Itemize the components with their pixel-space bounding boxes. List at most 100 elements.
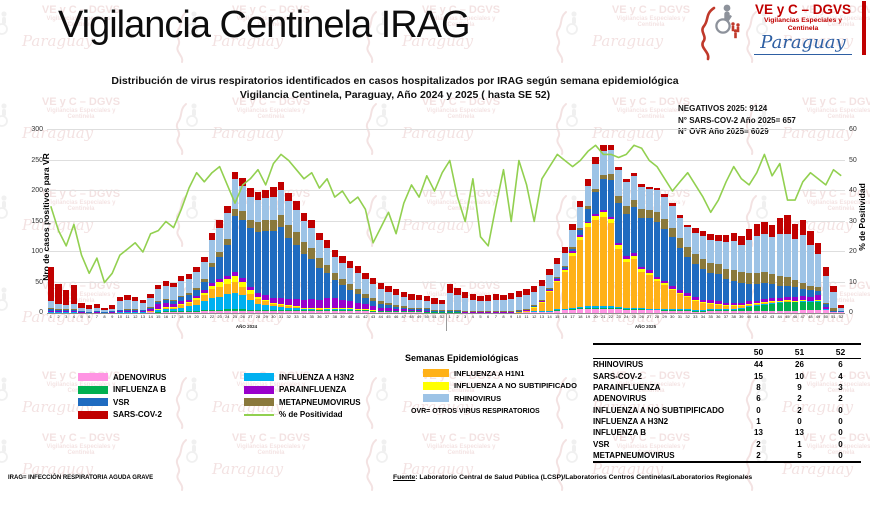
bar-segment-adenovirus <box>768 310 776 313</box>
bar-segment-influenza-a-h1n1 <box>531 307 538 312</box>
bar-segment-metapneumovirus <box>47 308 55 309</box>
table-value: 15 <box>754 371 763 381</box>
bar-segment-adenovirus <box>507 312 515 313</box>
bar-segment-sars-cov-2 <box>185 273 193 279</box>
bar-segment-vsr <box>607 180 615 217</box>
week-label: 42 <box>762 314 767 319</box>
bar-segment-adenovirus <box>400 311 407 313</box>
bar-segment-metapneumovirus <box>461 310 469 312</box>
week-label: 52 <box>439 314 445 319</box>
bar-segment-influenza-a-h3n2 <box>285 307 292 310</box>
bar-segment-adenovirus <box>147 312 154 313</box>
week-label: 35 <box>309 314 314 319</box>
bar-segment-sars-cov-2 <box>623 178 630 182</box>
bar-segment-influenza-a-h1n1 <box>277 305 285 307</box>
year-label: AÑO 2025 <box>634 324 657 329</box>
gridline <box>47 251 845 252</box>
week-label: 19 <box>585 314 591 319</box>
legend-swatch-metapneumovirus <box>244 398 274 407</box>
bar-segment-metapneumovirus <box>753 272 760 284</box>
bar-segment-influenza-a-no-subtipificado <box>653 279 661 282</box>
bar-segment-vsr <box>676 247 684 291</box>
irag-footnote: IRAG= INFECCIÓN RESPIRATORIA AGUDA GRAVE <box>8 475 154 481</box>
bar-segment-influenza-a-h1n1 <box>323 308 331 309</box>
bar-segment-vsr <box>316 267 323 300</box>
gridline <box>47 190 845 191</box>
bar-segment-metapneumovirus <box>791 280 799 288</box>
bar-segment-rhinovirus <box>377 288 384 301</box>
bar-segment-metapneumovirus <box>208 262 216 267</box>
ovr-note: OVR= OTROS VIRUS RESPIRATORIOS <box>411 407 540 415</box>
bar-segment-metapneumovirus <box>385 302 392 306</box>
bar-segment-influenza-a-h1n1 <box>653 281 661 309</box>
bar-segment-sars-cov-2 <box>346 261 354 269</box>
week-label: 10 <box>516 314 522 319</box>
bar-segment-vsr <box>415 308 423 310</box>
bar-segment-parainfluenza <box>500 311 507 313</box>
table-row: INFLUENZA A NO SUBTIPIFICADO 0 2 0 <box>593 405 861 416</box>
table-value: 0 <box>797 417 802 427</box>
bar-segment-rhinovirus <box>270 196 277 220</box>
bar-segment-adenovirus <box>277 311 285 313</box>
bar-segment-parainfluenza <box>400 309 407 312</box>
bar-segment-sars-cov-2 <box>47 267 55 301</box>
bar-segment-adenovirus <box>108 312 116 313</box>
bar-segment-influenza-a-h3n2 <box>300 308 308 310</box>
bar-segment-sars-cov-2 <box>523 289 530 296</box>
bar-segment-parainfluenza <box>62 311 70 312</box>
bar-segment-rhinovirus <box>753 236 760 273</box>
bar-segment-influenza-b <box>745 306 753 311</box>
bar-segment-influenza-a-h1n1 <box>300 308 308 309</box>
bar-segment-influenza-a-no-subtipificado <box>538 302 546 303</box>
bar-segment-vsr <box>116 309 124 312</box>
bar-segment-metapneumovirus <box>354 289 361 295</box>
bar-segment-sars-cov-2 <box>646 186 653 190</box>
bar-segment-influenza-a-h1n1 <box>730 305 737 309</box>
bar-segment-influenza-a-no-subtipificado <box>577 236 584 240</box>
bar-segment-influenza-a-h1n1 <box>155 309 162 310</box>
bar-segment-adenovirus <box>392 311 400 313</box>
bar-segment-rhinovirus <box>155 288 162 301</box>
bar-segment-influenza-a-h3n2 <box>147 311 154 313</box>
bar-segment-influenza-a-h3n2 <box>62 311 70 313</box>
table-value: 8 <box>756 382 761 392</box>
week-label: 51 <box>432 314 437 319</box>
bar-segment-influenza-b <box>607 307 615 309</box>
table-value: 6 <box>838 360 843 370</box>
bar-segment-metapneumovirus <box>492 310 500 312</box>
bar-segment-influenza-a-h3n2 <box>592 305 599 308</box>
bar-segment-vsr <box>293 245 300 299</box>
bar-segment-sars-cov-2 <box>70 284 78 304</box>
bar-segment-influenza-b <box>692 310 699 312</box>
bar-segment-metapneumovirus <box>814 287 822 292</box>
bar-segment-influenza-a-h1n1 <box>231 281 239 293</box>
week-label: 24 <box>624 314 629 319</box>
bar-segment-vsr <box>70 309 78 312</box>
bar-segment-influenza-a-h1n1 <box>523 310 530 313</box>
y-tick-right: 10 <box>849 278 857 286</box>
bar-segment-vsr <box>93 311 101 312</box>
table-value: 0 <box>838 451 843 461</box>
bar-segment-vsr <box>339 284 346 300</box>
bar-segment-adenovirus <box>554 310 561 313</box>
bar-segment-sars-cov-2 <box>461 291 469 299</box>
week-label: 16 <box>562 314 568 319</box>
week-label: 32 <box>286 314 291 319</box>
week-label: 30 <box>670 314 675 319</box>
year-divider-line <box>446 313 447 331</box>
bar-segment-rhinovirus <box>646 189 653 210</box>
bar-segment-rhinovirus <box>630 175 638 201</box>
bar-segment-influenza-a-h3n2 <box>316 309 323 310</box>
legend-middle-items: INFLUENZA A H1N1 INFLUENZA A NO SUBTIPIFI… <box>405 367 590 405</box>
week-label: 1 <box>49 314 52 319</box>
bar-segment-adenovirus <box>377 311 384 313</box>
week-label: 33 <box>294 314 299 319</box>
bar-segment-rhinovirus <box>438 304 446 310</box>
watermark-logo-icon <box>552 6 582 71</box>
bar-segment-adenovirus <box>323 311 331 313</box>
bar-segment-metapneumovirus <box>55 308 62 310</box>
bar-segment-adenovirus <box>369 311 377 313</box>
week-label: 6 <box>88 314 91 319</box>
bar-segment-vsr <box>661 228 668 281</box>
bar-segment-adenovirus <box>155 312 162 313</box>
